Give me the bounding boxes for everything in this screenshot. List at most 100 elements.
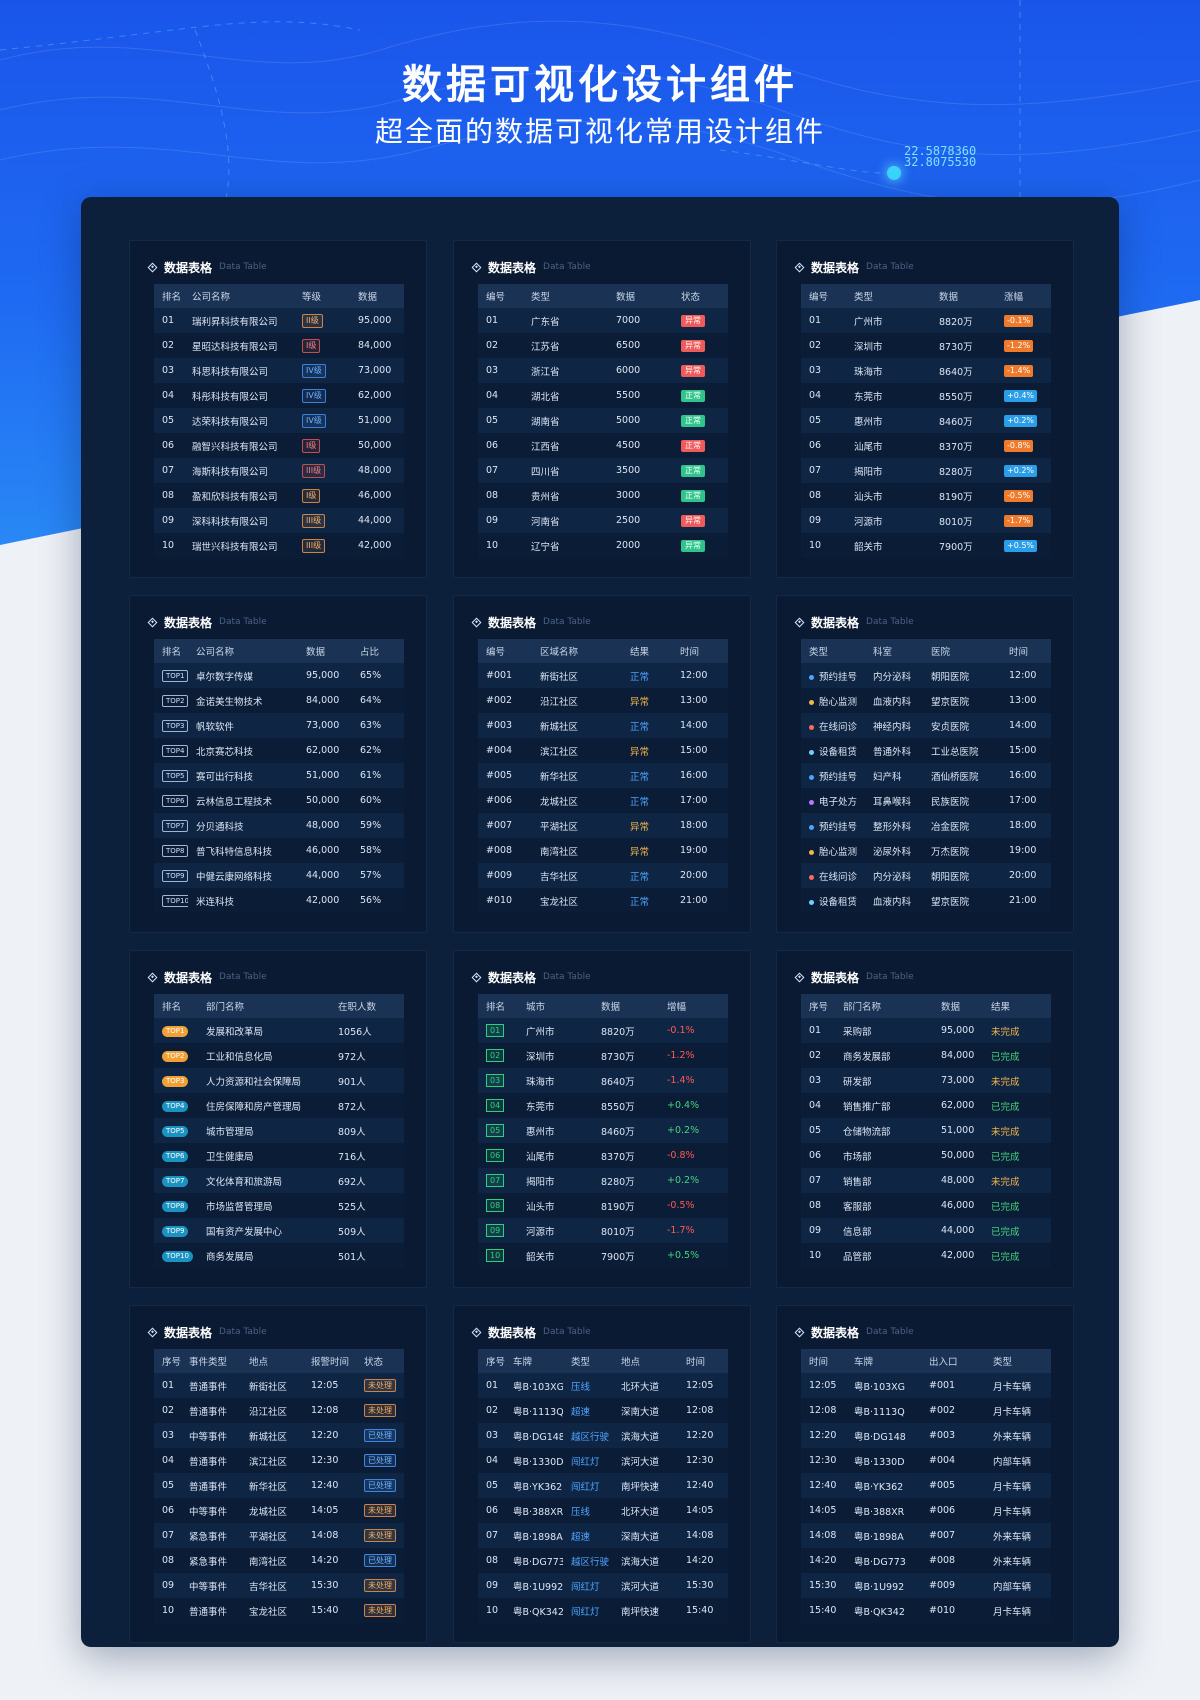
column-header[interactable]: 涨幅 [996, 284, 1051, 308]
table-row[interactable]: TOP1 发展和改革局 1056人 [154, 1018, 404, 1043]
column-header[interactable]: 结果 [983, 994, 1051, 1018]
column-header[interactable]: 数据 [931, 284, 996, 308]
table-row[interactable]: TOP4 北京赛芯科技 62,000 62% [154, 738, 404, 763]
table-row[interactable]: 14:05 粤B·388XR #006 月卡车辆 [801, 1498, 1051, 1523]
table-row[interactable]: 在线问诊 神经内科 安贞医院 14:00 [801, 713, 1051, 738]
table-row[interactable]: 12:05 粤B·103XG #001 月卡车辆 [801, 1373, 1051, 1398]
table-row[interactable]: 04 湖北省 5500 正常 [478, 383, 728, 408]
column-header[interactable]: 类型 [846, 284, 931, 308]
table-row[interactable]: TOP5 城市管理局 809人 [154, 1118, 404, 1143]
table-row[interactable]: 09 信息部 44,000 已完成 [801, 1218, 1051, 1243]
table-row[interactable]: 12:40 粤B·YK362 #005 月卡车辆 [801, 1473, 1051, 1498]
table-row[interactable]: 10 韶关市 7900万 +0.5% [478, 1243, 728, 1268]
column-header[interactable]: 状态 [673, 284, 728, 308]
table-row[interactable]: #008 南湾社区 异常 19:00 [478, 838, 728, 863]
column-header[interactable]: 排名 [154, 284, 184, 308]
table-row[interactable]: 02 商务发展部 84,000 已完成 [801, 1043, 1051, 1068]
table-row[interactable]: 12:30 粤B·1330D #004 内部车辆 [801, 1448, 1051, 1473]
table-row[interactable]: 03 研发部 73,000 未完成 [801, 1068, 1051, 1093]
table-row[interactable]: 07 销售部 48,000 未完成 [801, 1168, 1051, 1193]
table-row[interactable]: TOP6 云林信息工程技术 50,000 60% [154, 788, 404, 813]
table-row[interactable]: 03 浙江省 6000 异常 [478, 358, 728, 383]
table-row[interactable]: #007 平湖社区 异常 18:00 [478, 813, 728, 838]
table-row[interactable]: #001 新街社区 正常 12:00 [478, 663, 728, 688]
column-header[interactable]: 类型 [801, 639, 865, 663]
column-header[interactable]: 出入口 [921, 1349, 985, 1373]
table-row[interactable]: TOP10 米连科技 42,000 56% [154, 888, 404, 913]
column-header[interactable]: 占比 [352, 639, 404, 663]
table-row[interactable]: 设备租赁 血液内科 望京医院 21:00 [801, 888, 1051, 913]
column-header[interactable]: 类型 [985, 1349, 1051, 1373]
table-row[interactable]: 04 普通事件 滨江社区 12:30 已处理 [154, 1448, 404, 1473]
table-row[interactable]: TOP9 中健云康网络科技 44,000 57% [154, 863, 404, 888]
table-row[interactable]: TOP1 卓尔数字传媒 95,000 65% [154, 663, 404, 688]
table-row[interactable]: 06 江西省 4500 正常 [478, 433, 728, 458]
table-row[interactable]: 15:40 粤B·QK342 #010 月卡车辆 [801, 1598, 1051, 1623]
table-row[interactable]: 05 惠州市 8460万 +0.2% [478, 1118, 728, 1143]
column-header[interactable]: 序号 [478, 1349, 505, 1373]
column-header[interactable]: 类型 [523, 284, 608, 308]
table-row[interactable]: TOP2 金诺美生物技术 84,000 64% [154, 688, 404, 713]
table-row[interactable]: 14:20 粤B·DG773 #008 外来车辆 [801, 1548, 1051, 1573]
table-row[interactable]: 10 品管部 42,000 已完成 [801, 1243, 1051, 1268]
column-header[interactable]: 数据 [608, 284, 673, 308]
table-row[interactable]: 08 盈和欣科技有限公司 I级 46,000 [154, 483, 404, 508]
table-row[interactable]: 14:08 粤B·1898A #007 外来车辆 [801, 1523, 1051, 1548]
table-row[interactable]: 01 广州市 8820万 -0.1% [801, 308, 1051, 333]
table-row[interactable]: 04 销售推广部 62,000 已完成 [801, 1093, 1051, 1118]
table-row[interactable]: 03 珠海市 8640万 -1.4% [478, 1068, 728, 1093]
table-row[interactable]: 预约挂号 整形外科 冶金医院 18:00 [801, 813, 1051, 838]
table-row[interactable]: 12:08 粤B·1113Q #002 月卡车辆 [801, 1398, 1051, 1423]
column-header[interactable]: 车牌 [505, 1349, 563, 1373]
table-row[interactable]: 03 粤B·DG148 越区行驶 滨海大道 12:20 [478, 1423, 728, 1448]
column-header[interactable]: 数据 [298, 639, 352, 663]
table-row[interactable]: 06 汕尾市 8370万 -0.8% [801, 433, 1051, 458]
table-row[interactable]: 10 普通事件 宝龙社区 15:40 未处理 [154, 1598, 404, 1623]
table-row[interactable]: 07 海斯科技有限公司 III级 48,000 [154, 458, 404, 483]
column-header[interactable]: 数据 [933, 994, 983, 1018]
table-row[interactable]: 08 贵州省 3000 正常 [478, 483, 728, 508]
column-header[interactable]: 部门名称 [198, 994, 330, 1018]
table-row[interactable]: 09 中等事件 吉华社区 15:30 未处理 [154, 1573, 404, 1598]
table-row[interactable]: 09 深科科技有限公司 III级 44,000 [154, 508, 404, 533]
table-row[interactable]: 07 粤B·1898A 超速 深南大道 14:08 [478, 1523, 728, 1548]
table-row[interactable]: #003 新城社区 正常 14:00 [478, 713, 728, 738]
table-row[interactable]: 08 客服部 46,000 已完成 [801, 1193, 1051, 1218]
table-row[interactable]: 胎心监测 泌尿外科 万杰医院 19:00 [801, 838, 1051, 863]
table-row[interactable]: 09 河源市 8010万 -1.7% [801, 508, 1051, 533]
table-row[interactable]: 12:20 粤B·DG148 #003 外来车辆 [801, 1423, 1051, 1448]
table-row[interactable]: 04 科彤科技有限公司 IV级 62,000 [154, 383, 404, 408]
table-row[interactable]: 10 韶关市 7900万 +0.5% [801, 533, 1051, 558]
table-row[interactable]: 在线问诊 内分泌科 朝阳医院 20:00 [801, 863, 1051, 888]
column-header[interactable]: 序号 [801, 994, 835, 1018]
column-header[interactable]: 增幅 [659, 994, 728, 1018]
column-header[interactable]: 数据 [593, 994, 659, 1018]
table-row[interactable]: 07 揭阳市 8280万 +0.2% [801, 458, 1051, 483]
table-row[interactable]: 09 河源市 8010万 -1.7% [478, 1218, 728, 1243]
column-header[interactable]: 时间 [801, 1349, 846, 1373]
column-header[interactable]: 报警时间 [303, 1349, 356, 1373]
table-row[interactable]: 05 普通事件 新华社区 12:40 已处理 [154, 1473, 404, 1498]
column-header[interactable]: 编号 [801, 284, 846, 308]
table-row[interactable]: 01 采购部 95,000 未完成 [801, 1018, 1051, 1043]
table-row[interactable]: TOP7 分贝通科技 48,000 59% [154, 813, 404, 838]
column-header[interactable]: 排名 [478, 994, 518, 1018]
table-row[interactable]: TOP8 普飞科特信息科技 46,000 58% [154, 838, 404, 863]
table-row[interactable]: 04 东莞市 8550万 +0.4% [478, 1093, 728, 1118]
table-row[interactable]: #002 沿江社区 异常 13:00 [478, 688, 728, 713]
column-header[interactable]: 时间 [672, 639, 728, 663]
column-header[interactable]: 类型 [563, 1349, 613, 1373]
table-row[interactable]: 05 湖南省 5000 正常 [478, 408, 728, 433]
table-row[interactable]: 06 汕尾市 8370万 -0.8% [478, 1143, 728, 1168]
table-row[interactable]: 02 深圳市 8730万 -1.2% [801, 333, 1051, 358]
table-row[interactable]: TOP4 住房保障和房产管理局 872人 [154, 1093, 404, 1118]
table-row[interactable]: 01 瑞利昇科技有限公司 II级 95,000 [154, 308, 404, 333]
column-header[interactable]: 数据 [350, 284, 404, 308]
table-row[interactable]: TOP10 商务发展局 501人 [154, 1243, 404, 1268]
column-header[interactable]: 排名 [154, 639, 188, 663]
table-row[interactable]: 胎心监测 血液内科 望京医院 13:00 [801, 688, 1051, 713]
column-header[interactable]: 事件类型 [181, 1349, 241, 1373]
column-header[interactable]: 时间 [1001, 639, 1051, 663]
column-header[interactable]: 车牌 [846, 1349, 921, 1373]
table-row[interactable]: 06 融智兴科技有限公司 I级 50,000 [154, 433, 404, 458]
